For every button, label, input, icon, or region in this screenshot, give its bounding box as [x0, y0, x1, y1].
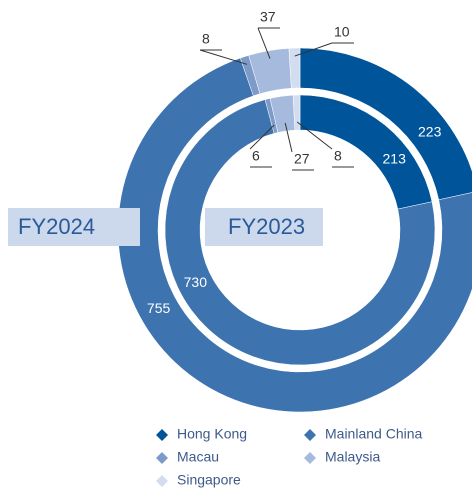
leader-line — [199, 49, 248, 65]
legend-text: Singapore — [177, 472, 241, 488]
labels: 223 755 8 37 10 213 730 6 27 8 — [147, 9, 442, 316]
legend-text: Mainland China — [325, 426, 422, 442]
data-label: 223 — [418, 124, 442, 140]
legend-marker — [156, 429, 168, 441]
data-label: 10 — [334, 24, 350, 40]
leader-line — [284, 122, 293, 153]
legend-marker — [304, 452, 316, 464]
data-label: 6 — [252, 148, 260, 164]
series-label: FY2024 — [18, 214, 95, 239]
data-label: 755 — [147, 300, 171, 316]
leader-line — [257, 27, 271, 59]
data-label: 730 — [184, 274, 208, 290]
series-label: FY2023 — [228, 214, 305, 239]
series-label-box — [8, 208, 140, 246]
leader-line — [249, 124, 275, 150]
data-label: 213 — [383, 150, 407, 166]
data-label: 37 — [260, 9, 276, 25]
legend: Hong Kong Mainland China Macau Malaysia Sing… — [156, 426, 422, 488]
legend-text: Hong Kong — [177, 426, 247, 442]
leader-line — [294, 42, 333, 57]
legend-text: Macau — [177, 449, 219, 465]
legend-text: Malaysia — [325, 449, 380, 465]
leader-line — [296, 121, 333, 150]
legend-marker — [156, 452, 168, 464]
series-label-box — [205, 208, 323, 246]
slice — [288, 47, 301, 89]
rings — [117, 47, 472, 413]
slice — [164, 99, 436, 366]
data-label: 27 — [294, 151, 310, 167]
legend-marker — [304, 429, 316, 441]
slice — [117, 57, 472, 413]
slice — [292, 94, 301, 131]
data-label: 8 — [334, 148, 342, 164]
data-label: 8 — [202, 31, 210, 47]
slice — [299, 47, 472, 201]
legend-marker — [156, 475, 168, 487]
